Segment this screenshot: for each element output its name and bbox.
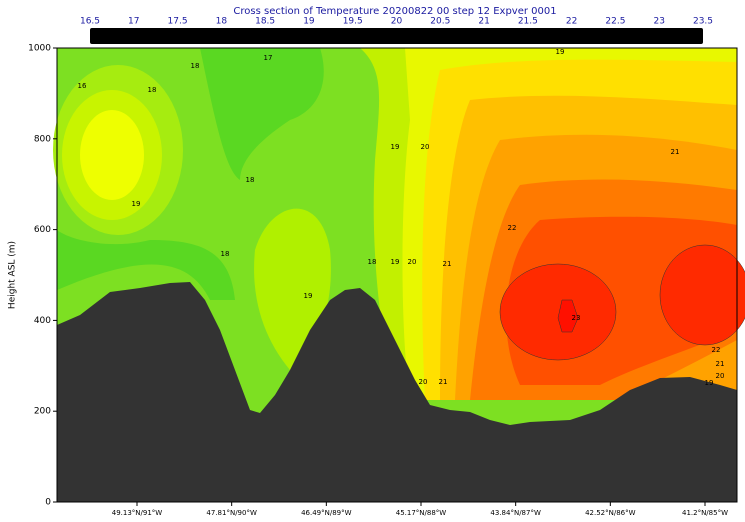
colorbar-tick-label: 20.5: [430, 17, 450, 27]
contour-label: 21: [671, 148, 680, 156]
x-tick-label: 45.17°N/88°W: [396, 509, 447, 517]
x-tick-label: 43.84°N/87°W: [490, 509, 541, 517]
contour-label: 22: [712, 346, 721, 354]
contour-label: 19: [304, 292, 313, 300]
x-tick-label: 47.81°N/90°W: [206, 509, 257, 517]
y-tick-label: 200: [34, 407, 51, 417]
contour-label: 20: [421, 143, 430, 151]
colorbar: [90, 28, 703, 44]
y-tick-label: 400: [34, 316, 51, 326]
x-tick-label: 49.13°N/91°W: [112, 509, 163, 517]
colorbar-tick-label: 18.5: [255, 17, 275, 27]
contour-label: 20: [419, 378, 428, 386]
colorbar-tick-label: 23.5: [693, 17, 713, 27]
contour-label: 21: [439, 378, 448, 386]
colorbar-tick-label: 16.5: [80, 17, 100, 27]
contour-label: 18: [368, 258, 377, 266]
terrain: [57, 282, 737, 502]
y-tick-label: 600: [34, 225, 51, 235]
y-tick-label: 1000: [28, 44, 51, 54]
y-tick-label: 800: [34, 134, 51, 144]
x-tick-label: 46.49°N/89°W: [301, 509, 352, 517]
colorbar-tick-label: 21: [478, 17, 489, 27]
contour-band: [80, 110, 144, 200]
y-tick-label: 0: [45, 498, 51, 508]
colorbar-tick-label: 18: [216, 17, 228, 27]
colorbar-tick-label: 20: [391, 17, 403, 27]
x-tick-label: 41.2°N/85°W: [682, 509, 728, 517]
contour-label: 18: [148, 86, 157, 94]
contour-label: 18: [246, 176, 255, 184]
contour-label: 19: [705, 379, 714, 387]
contour-band: [200, 48, 324, 180]
colorbar-tick-label: 23: [653, 17, 664, 27]
contour-band: [499, 263, 617, 361]
colorbar-tick-label: 19.5: [343, 17, 363, 27]
contour-label: 21: [716, 360, 725, 368]
contour-band: [57, 230, 235, 300]
contour-label: 19: [391, 258, 400, 266]
contour-label: 18: [191, 62, 200, 70]
colorbar-tick-label: 17: [128, 17, 139, 27]
contour-label: 16: [78, 82, 87, 90]
contour-field: [53, 48, 745, 502]
chart-title: Cross section of Temperature 20200822 00…: [233, 6, 556, 17]
plot-frame: [56, 47, 738, 503]
colorbar-tick-label: 19: [303, 17, 315, 27]
contour-label: 20: [716, 372, 725, 380]
colorbar-tick-label: 22: [566, 17, 577, 27]
y-axis-label: Height ASL (m): [8, 241, 18, 309]
contour-label: 20: [408, 258, 417, 266]
contour-band: [659, 244, 745, 346]
contour-label: 19: [391, 143, 400, 151]
colorbar-tick-label: 17.5: [168, 17, 188, 27]
colorbar-tick-label: 21.5: [518, 17, 538, 27]
contour-label: 18: [221, 250, 230, 258]
contour-label: 22: [508, 224, 517, 232]
contour-label: 23: [572, 314, 581, 322]
contour-label: 17: [264, 54, 273, 62]
contour-label: 21: [443, 260, 452, 268]
x-tick-label: 42.52°N/86°W: [585, 509, 636, 517]
contour-label: 19: [132, 200, 141, 208]
contour-label: 19: [556, 48, 565, 56]
contour-band: [557, 299, 579, 333]
colorbar-tick-label: 22.5: [605, 17, 625, 27]
